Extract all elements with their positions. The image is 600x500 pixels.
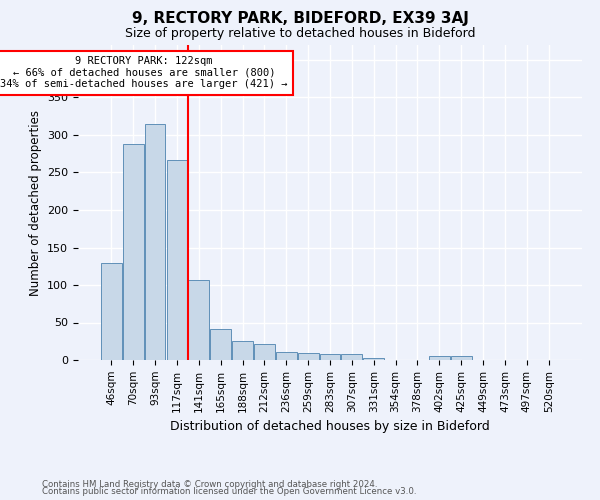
- Bar: [451, 356, 472, 360]
- X-axis label: Distribution of detached houses by size in Bideford: Distribution of detached houses by size …: [170, 420, 490, 433]
- Bar: [210, 328, 231, 360]
- Bar: [341, 354, 362, 360]
- Bar: [429, 356, 450, 360]
- Bar: [232, 340, 253, 360]
- Bar: [123, 144, 143, 360]
- Bar: [276, 352, 296, 360]
- Bar: [167, 160, 187, 360]
- Bar: [101, 262, 122, 360]
- Text: Contains public sector information licensed under the Open Government Licence v3: Contains public sector information licen…: [42, 488, 416, 496]
- Text: 9 RECTORY PARK: 122sqm
← 66% of detached houses are smaller (800)
34% of semi-de: 9 RECTORY PARK: 122sqm ← 66% of detached…: [1, 56, 288, 90]
- Bar: [320, 354, 340, 360]
- Bar: [364, 358, 384, 360]
- Bar: [254, 344, 275, 360]
- Bar: [188, 280, 209, 360]
- Bar: [298, 353, 319, 360]
- Text: Contains HM Land Registry data © Crown copyright and database right 2024.: Contains HM Land Registry data © Crown c…: [42, 480, 377, 489]
- Bar: [145, 124, 166, 360]
- Y-axis label: Number of detached properties: Number of detached properties: [29, 110, 41, 296]
- Text: 9, RECTORY PARK, BIDEFORD, EX39 3AJ: 9, RECTORY PARK, BIDEFORD, EX39 3AJ: [131, 12, 469, 26]
- Text: Size of property relative to detached houses in Bideford: Size of property relative to detached ho…: [125, 26, 475, 40]
